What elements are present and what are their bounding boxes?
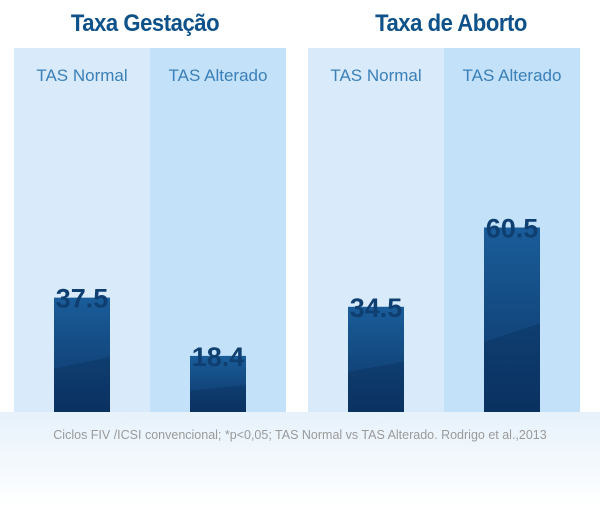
- reflection: [0, 412, 600, 508]
- chart-title-aborto: Taxa de Aborto: [375, 10, 527, 37]
- footnote: Ciclos FIV /ICSI convencional; *p<0,05; …: [53, 428, 547, 442]
- bar-value-label: 18.4: [192, 342, 245, 372]
- category-label: TAS Normal: [330, 66, 422, 85]
- bar-shade: [54, 357, 110, 412]
- bar-shade: [190, 385, 246, 412]
- chart-title-gestacao: Taxa Gestação: [70, 10, 220, 37]
- column-bg-alterado: TAS Alterado: [150, 48, 286, 412]
- bar-shade: [484, 323, 540, 412]
- category-label: TAS Alterado: [168, 66, 268, 85]
- bar-value-label: 60.5: [486, 213, 539, 243]
- bar-value-label: 34.5: [350, 293, 403, 323]
- bar-1-0: [348, 306, 404, 412]
- panel-gestacao: TAS Normal TAS Alterado: [14, 48, 286, 412]
- bar-0-1: [190, 355, 246, 412]
- bar-0-0: [54, 297, 110, 412]
- bar-value-label: 37.5: [56, 284, 109, 314]
- category-label: TAS Normal: [36, 66, 128, 85]
- category-label: TAS Alterado: [462, 66, 562, 85]
- bar-1-1: [484, 227, 540, 412]
- bar-shade: [348, 361, 404, 412]
